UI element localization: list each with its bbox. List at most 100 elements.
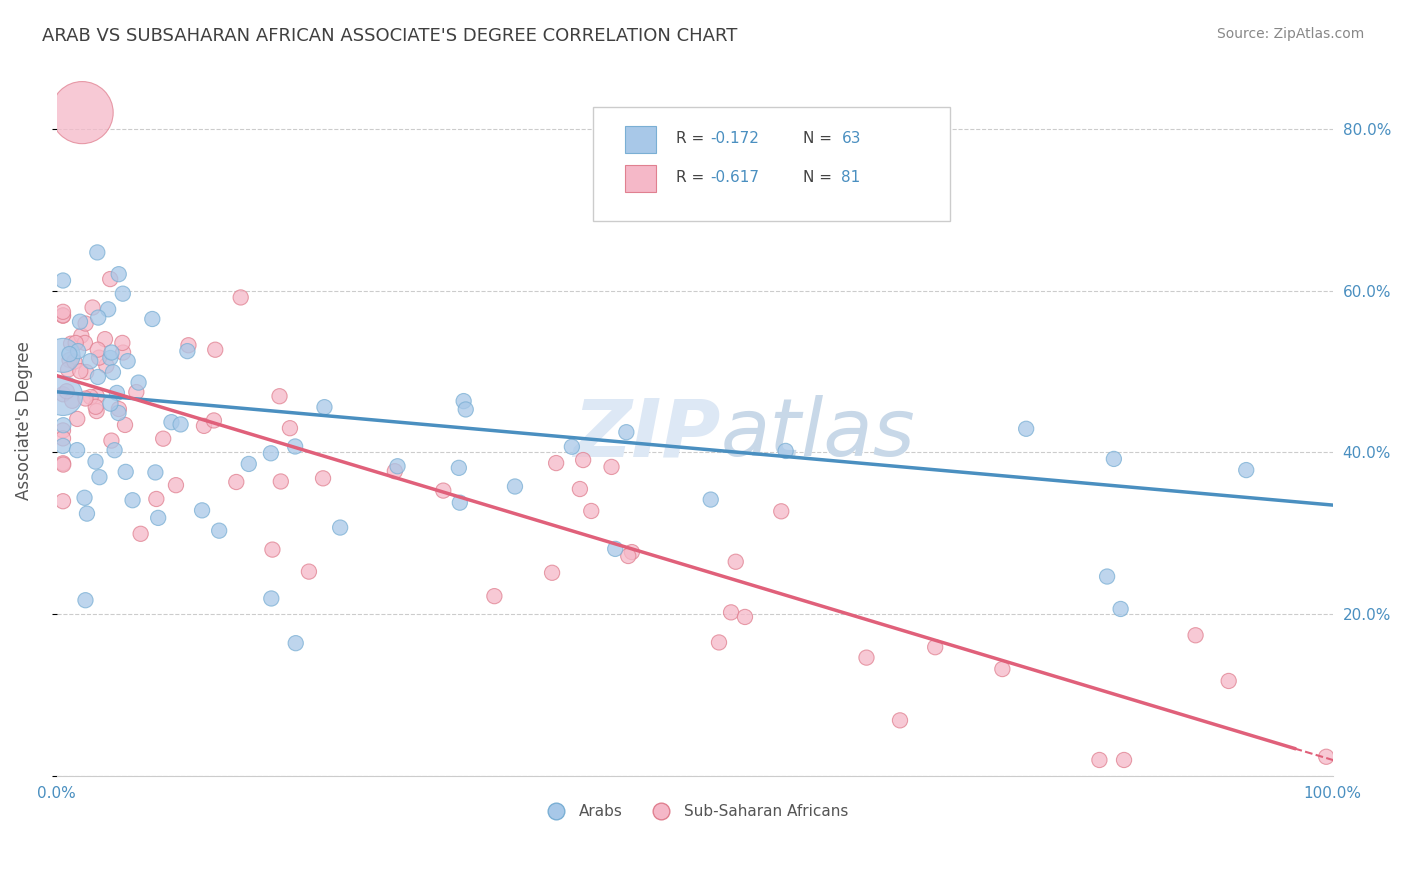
Point <box>66 412 89 426</box>
Point <box>114 465 136 479</box>
Point <box>314 400 336 414</box>
Point <box>614 425 637 440</box>
Point <box>269 389 291 403</box>
Point <box>52 424 75 438</box>
Point <box>55 384 77 399</box>
Text: R =: R = <box>675 170 709 186</box>
Point <box>707 635 730 649</box>
Text: 81: 81 <box>841 170 860 186</box>
Point <box>79 354 101 368</box>
Point <box>100 434 122 448</box>
Point <box>86 389 108 403</box>
Point <box>94 332 117 346</box>
Point <box>125 385 148 400</box>
Point <box>76 507 98 521</box>
Point <box>176 344 198 359</box>
Point <box>107 267 129 281</box>
Point <box>70 328 93 343</box>
Point <box>169 417 191 432</box>
Point <box>98 351 121 365</box>
Point <box>52 387 75 401</box>
Point <box>1109 602 1132 616</box>
Point <box>128 376 150 390</box>
Point <box>86 245 108 260</box>
FancyBboxPatch shape <box>592 107 950 220</box>
Point <box>1234 463 1257 477</box>
Point <box>145 491 167 506</box>
Point <box>100 397 122 411</box>
Point <box>775 444 797 458</box>
Point <box>1088 753 1111 767</box>
Point <box>69 315 91 329</box>
Point <box>75 392 97 406</box>
Point <box>65 335 87 350</box>
Point <box>52 273 75 287</box>
Point <box>89 470 111 484</box>
Point <box>87 310 110 325</box>
Point <box>69 364 91 378</box>
Point <box>204 343 226 357</box>
Point <box>734 610 756 624</box>
Point <box>79 390 101 404</box>
Point <box>541 566 564 580</box>
Point <box>52 458 75 472</box>
Point <box>432 483 454 498</box>
Point <box>56 362 79 376</box>
Point <box>103 443 125 458</box>
Point <box>52 418 75 433</box>
Text: N =: N = <box>803 170 837 186</box>
Point <box>117 354 139 368</box>
Point <box>700 492 723 507</box>
Point <box>52 305 75 319</box>
Text: -0.617: -0.617 <box>710 170 759 186</box>
Point <box>453 394 475 409</box>
Point <box>60 336 83 351</box>
Point <box>145 466 167 480</box>
FancyBboxPatch shape <box>624 126 657 153</box>
Point <box>82 301 104 315</box>
Text: ARAB VS SUBSAHARAN AFRICAN ASSOCIATE'S DEGREE CORRELATION CHART: ARAB VS SUBSAHARAN AFRICAN ASSOCIATE'S D… <box>42 27 738 45</box>
Point <box>620 545 643 559</box>
Point <box>111 286 134 301</box>
Point <box>52 309 75 323</box>
Point <box>101 365 124 379</box>
Point <box>114 417 136 432</box>
Point <box>73 335 96 350</box>
Point <box>67 344 90 359</box>
Point <box>58 347 80 361</box>
Point <box>1315 749 1337 764</box>
Point <box>262 542 284 557</box>
Point <box>75 317 97 331</box>
Point <box>329 520 352 534</box>
Point <box>87 343 110 357</box>
Point <box>1102 451 1125 466</box>
Point <box>112 345 135 359</box>
Point <box>52 389 75 403</box>
Point <box>108 402 131 417</box>
Point <box>561 440 583 454</box>
Point <box>568 482 591 496</box>
Text: atlas: atlas <box>720 395 915 474</box>
Point <box>454 402 477 417</box>
Y-axis label: Associate's Degree: Associate's Degree <box>15 341 32 500</box>
Point <box>546 456 568 470</box>
Point <box>52 308 75 322</box>
FancyBboxPatch shape <box>624 165 657 193</box>
Point <box>111 335 134 350</box>
Text: N =: N = <box>803 131 837 146</box>
Point <box>572 453 595 467</box>
Point <box>447 461 470 475</box>
Point <box>52 348 75 362</box>
Point <box>100 345 122 359</box>
Point <box>449 496 471 510</box>
Point <box>600 459 623 474</box>
Point <box>924 640 946 655</box>
Text: R =: R = <box>675 131 709 146</box>
Point <box>387 459 409 474</box>
Point <box>52 456 75 470</box>
Point <box>770 504 793 518</box>
Point <box>208 524 231 538</box>
Point <box>73 491 96 505</box>
Point <box>855 650 877 665</box>
Point <box>284 636 307 650</box>
